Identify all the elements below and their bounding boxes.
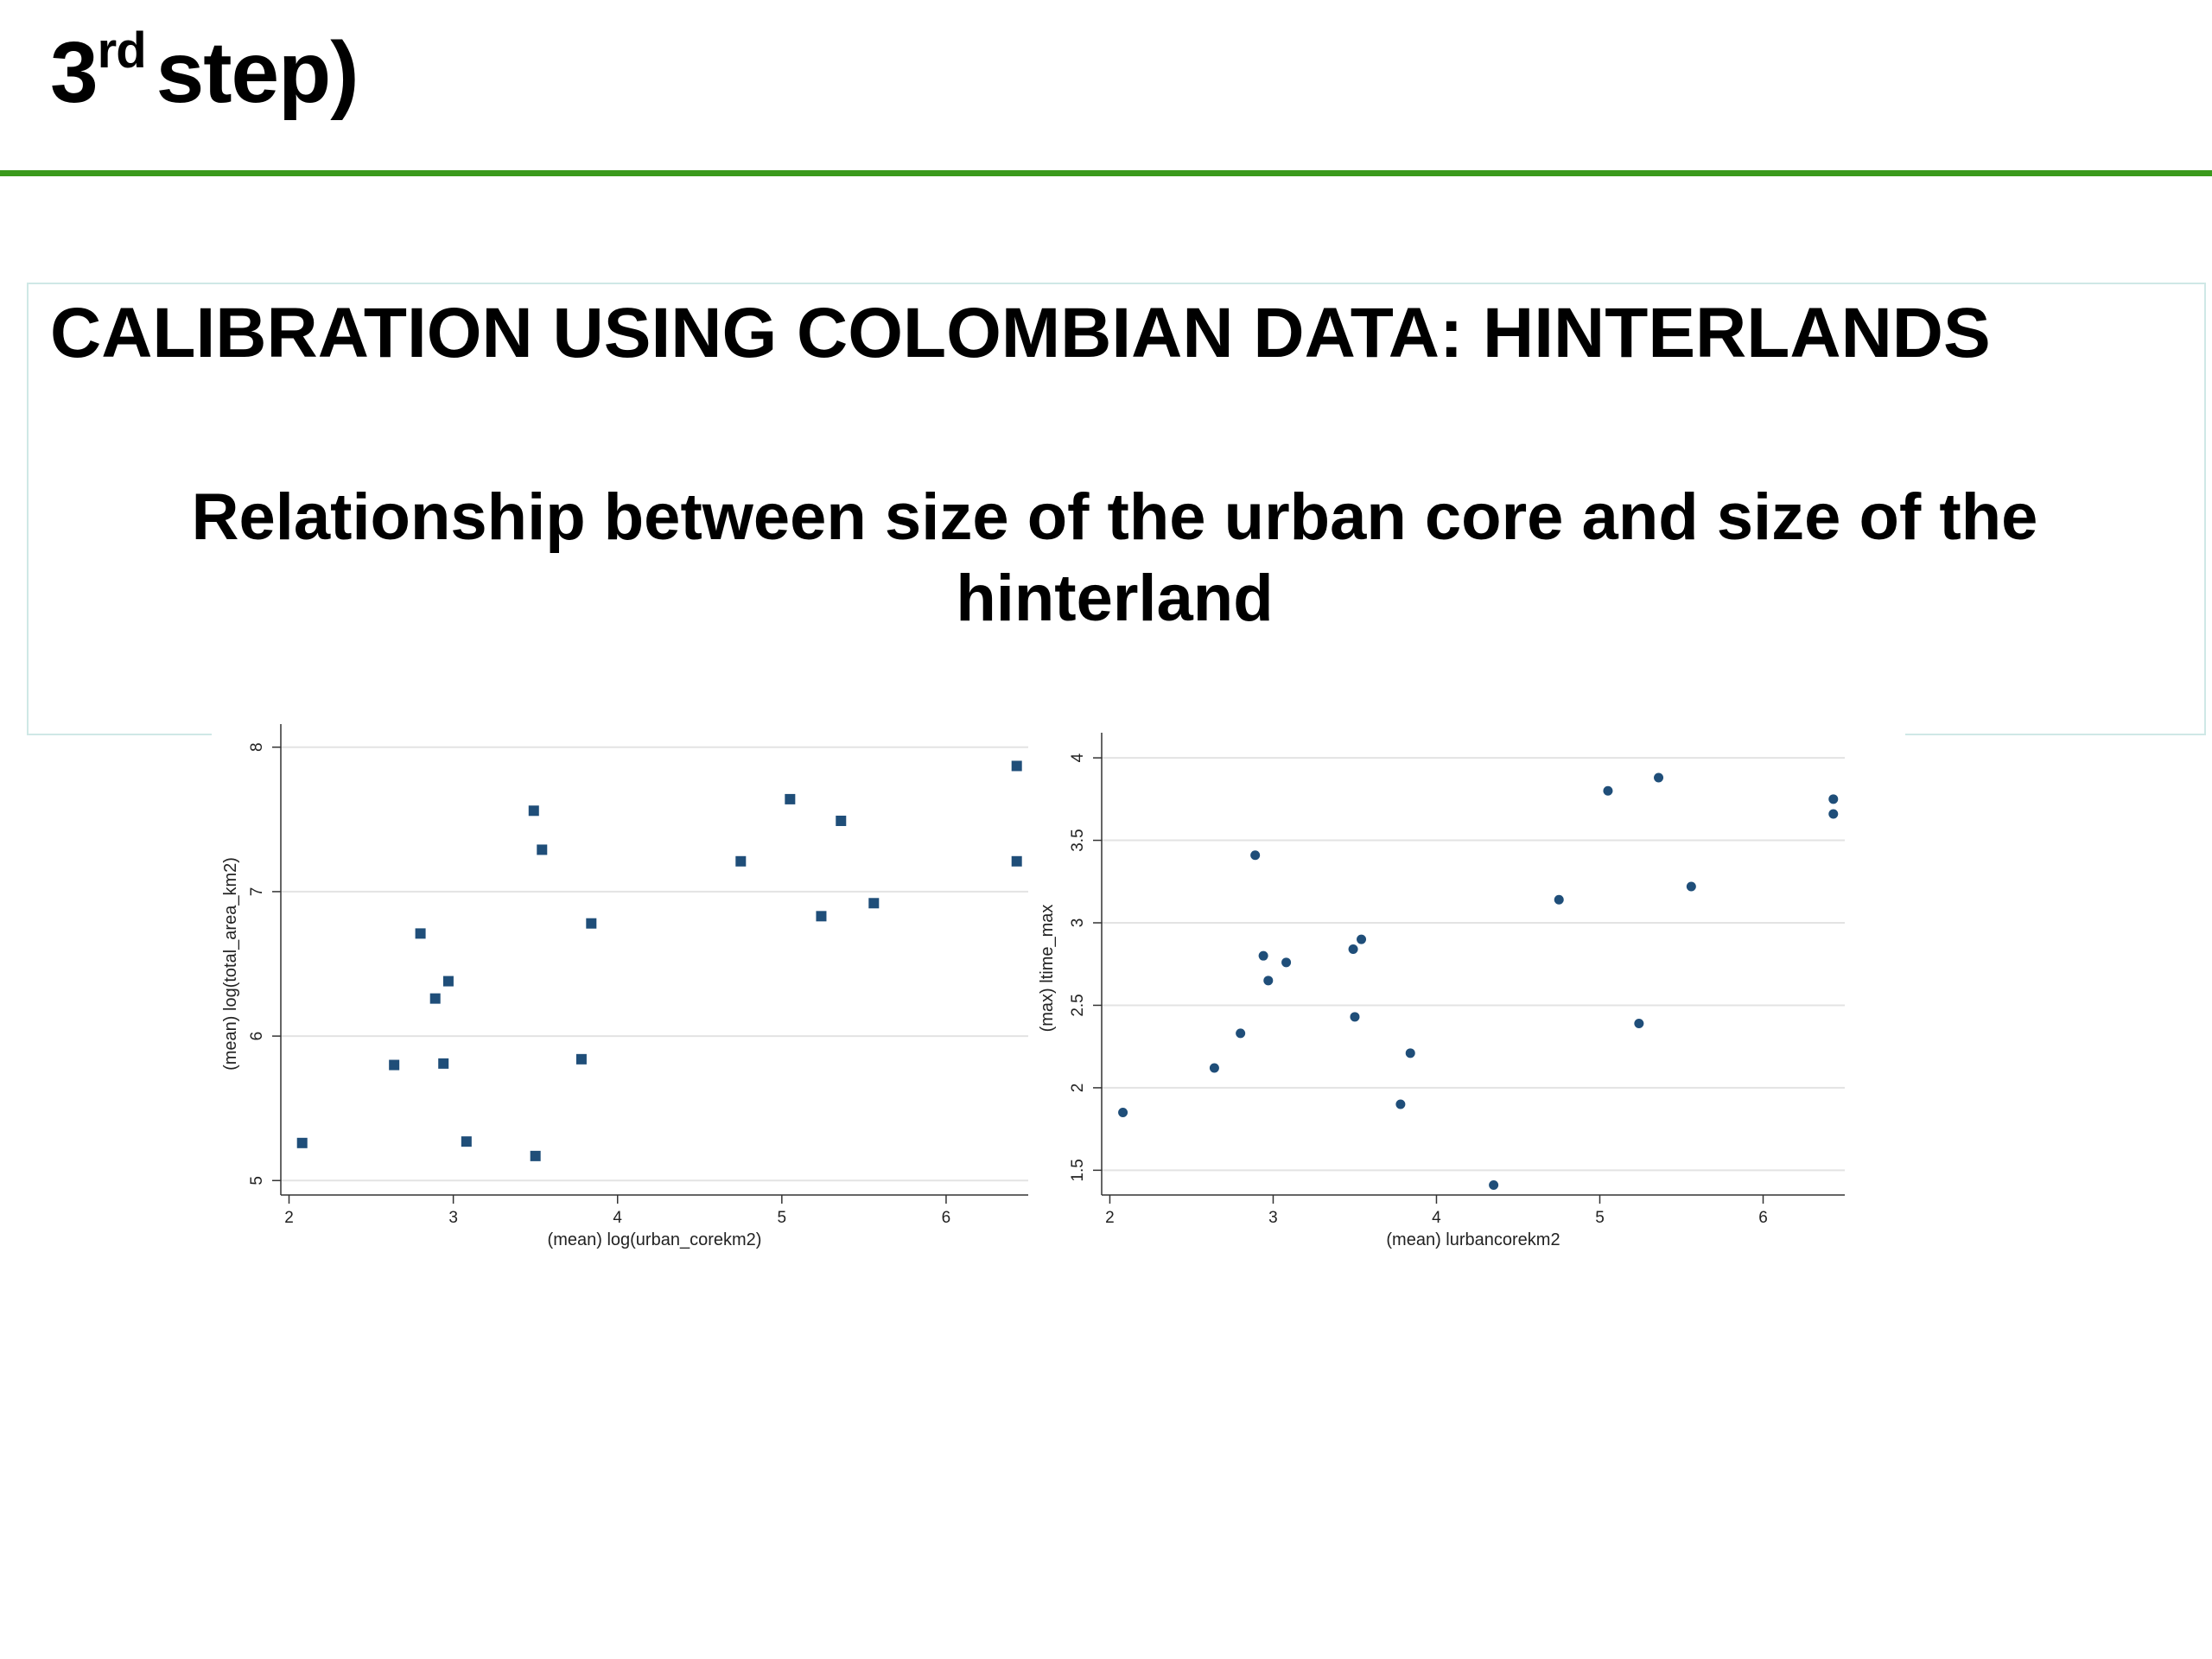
data-point bbox=[1011, 760, 1022, 772]
scatter-chart-total-area: 5 6 7 8 2 3 4 5 6 (mean) log(urban_corekm2) (mean)… bbox=[212, 724, 1033, 1260]
y-tick-label: 6 bbox=[248, 1032, 266, 1041]
x-tick-label: 5 bbox=[778, 1209, 787, 1227]
data-point bbox=[1603, 785, 1613, 796]
section-heading: CALIBRATION USING COLOMBIAN DATA: HINTER… bbox=[50, 294, 1991, 372]
data-point bbox=[1634, 1018, 1644, 1028]
data-point bbox=[1405, 1048, 1415, 1058]
data-point bbox=[868, 898, 880, 909]
y-tick-label: 2 bbox=[1069, 1084, 1087, 1093]
data-point bbox=[1350, 1012, 1360, 1022]
x-tick-label: 3 bbox=[448, 1209, 458, 1227]
y-tick-label: 5 bbox=[248, 1176, 266, 1185]
data-point bbox=[389, 1059, 400, 1071]
x-axis-title: (mean) lurbancorekm2 bbox=[1386, 1230, 1560, 1249]
data-point bbox=[1263, 976, 1274, 986]
x-axis-title: (mean) log(urban_corekm2) bbox=[548, 1230, 762, 1249]
data-point bbox=[1554, 894, 1564, 905]
data-point bbox=[1011, 855, 1022, 867]
data-point bbox=[1250, 850, 1261, 861]
data-point bbox=[1258, 950, 1268, 961]
y-tick-label: 8 bbox=[248, 742, 266, 752]
data-point bbox=[1828, 794, 1839, 804]
data-point bbox=[1654, 772, 1664, 783]
x-tick-label: 4 bbox=[613, 1209, 622, 1227]
scatter-chart-time-max: 1.5 2 2.5 3 3.5 4 2 3 4 5 6 (mean) lurbancorekm2 (ma… bbox=[1028, 724, 1905, 1260]
y-axis-title: (mean) log(total_area_km2) bbox=[221, 857, 240, 1071]
data-point bbox=[537, 844, 548, 855]
y-tick-label: 1.5 bbox=[1069, 1159, 1087, 1181]
data-point bbox=[575, 1053, 587, 1065]
section-subheading: Relationship between size of the urban c… bbox=[191, 480, 2038, 635]
data-point bbox=[296, 1137, 308, 1148]
data-point bbox=[461, 1136, 472, 1147]
data-point bbox=[1281, 957, 1292, 968]
y-axis-title: (max) ltime_max bbox=[1038, 905, 1057, 1033]
title-divider bbox=[0, 170, 2212, 176]
y-tick-label: 3.5 bbox=[1069, 829, 1087, 851]
data-point bbox=[528, 805, 539, 817]
y-tick-label: 2.5 bbox=[1069, 994, 1087, 1016]
data-point bbox=[586, 918, 597, 929]
data-point bbox=[1209, 1063, 1219, 1073]
data-point bbox=[785, 793, 796, 804]
data-point bbox=[1357, 934, 1367, 944]
data-point bbox=[1395, 1099, 1406, 1109]
scatter-plot-right: 1.5 2 2.5 3 3.5 4 2 3 4 5 6 (mean) lurbancorekm2 (ma… bbox=[1038, 733, 1845, 1249]
x-tick-label: 6 bbox=[942, 1209, 951, 1227]
x-tick-label: 3 bbox=[1268, 1209, 1278, 1227]
data-point bbox=[442, 976, 454, 987]
y-tick-label: 4 bbox=[1069, 753, 1087, 762]
data-point bbox=[735, 855, 747, 867]
data-point bbox=[1348, 944, 1358, 955]
data-point bbox=[1236, 1028, 1246, 1039]
data-point bbox=[836, 815, 847, 826]
slide-title-text: step) bbox=[156, 24, 359, 121]
data-point bbox=[1686, 881, 1696, 892]
data-point bbox=[1828, 809, 1839, 819]
x-tick-label: 4 bbox=[1432, 1209, 1441, 1227]
scatter-plot-left: 5 6 7 8 2 3 4 5 6 (mean) log(urban_corekm2) (mean)… bbox=[221, 724, 1028, 1249]
y-tick-label: 7 bbox=[248, 887, 266, 897]
data-point bbox=[438, 1058, 449, 1069]
x-tick-label: 2 bbox=[284, 1209, 294, 1227]
slide-title-superscript: rd bbox=[97, 22, 147, 79]
x-tick-label: 2 bbox=[1105, 1209, 1115, 1227]
x-tick-label: 5 bbox=[1595, 1209, 1605, 1227]
data-point bbox=[530, 1150, 541, 1161]
x-tick-label: 6 bbox=[1758, 1209, 1768, 1227]
y-tick-label: 3 bbox=[1069, 918, 1087, 928]
data-point bbox=[429, 993, 441, 1004]
data-point bbox=[816, 911, 827, 922]
slide-title-number: 3 bbox=[50, 24, 99, 121]
data-point bbox=[415, 928, 426, 939]
data-point bbox=[1489, 1180, 1499, 1191]
data-point bbox=[1118, 1108, 1128, 1118]
slide-title: 3rd step) bbox=[50, 26, 359, 117]
